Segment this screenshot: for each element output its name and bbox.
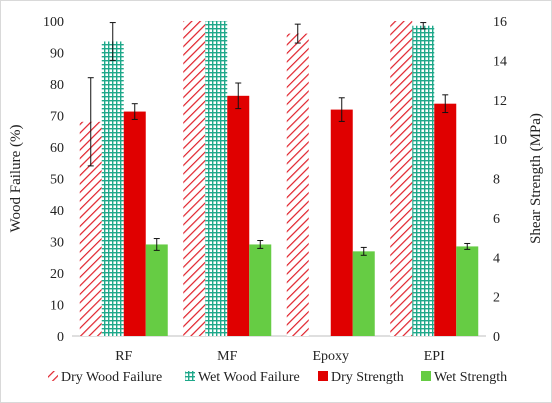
error-bar bbox=[338, 97, 345, 122]
y-left-tick-label: 20 bbox=[50, 267, 64, 282]
y-left-tick-label: 40 bbox=[50, 204, 64, 219]
legend-swatch bbox=[318, 371, 328, 381]
y-right-tick-label: 8 bbox=[493, 173, 500, 188]
error-bar bbox=[294, 23, 301, 44]
y-left-tick-label: 30 bbox=[50, 236, 64, 251]
bar-dry-wood-failure-epoxy bbox=[286, 33, 309, 336]
y-right-tick-label: 2 bbox=[493, 291, 500, 306]
y-right-tick-label: 12 bbox=[493, 94, 507, 109]
y-left-tick-label: 90 bbox=[50, 47, 64, 62]
x-category-label: RF bbox=[115, 349, 132, 364]
bar-wet-wood-failure-rf bbox=[101, 41, 124, 336]
legend-item-dry-strength: Dry Strength bbox=[318, 370, 404, 385]
legend-swatch bbox=[48, 371, 58, 381]
legend-label: Wet Strength bbox=[434, 370, 507, 385]
legend-item-dry-wood-failure: Dry Wood Failure bbox=[48, 370, 162, 385]
legend-label: Dry Wood Failure bbox=[61, 370, 162, 385]
error-bars bbox=[87, 22, 471, 256]
x-category-label: Epoxy bbox=[312, 349, 349, 364]
error-bar bbox=[153, 238, 160, 251]
error-bar bbox=[131, 103, 138, 120]
error-bar bbox=[235, 82, 242, 110]
bar-wet-strength-rf bbox=[145, 244, 168, 336]
y-right-tick-label: 6 bbox=[493, 212, 500, 227]
bar-wet-strength-mf bbox=[249, 244, 272, 336]
error-bar bbox=[87, 77, 94, 167]
legend-item-wet-wood-failure: Wet Wood Failure bbox=[185, 370, 300, 385]
bar-dry-strength-rf bbox=[123, 111, 146, 336]
y-axis-right-title: Shear Strength (MPa) bbox=[528, 113, 544, 244]
y-left-tick-label: 60 bbox=[50, 141, 64, 156]
bar-wet-strength-epoxy bbox=[352, 251, 375, 336]
legend-swatch bbox=[185, 371, 195, 381]
y-left-tick-label: 10 bbox=[50, 299, 64, 314]
bar-dry-strength-epi bbox=[434, 103, 457, 336]
bar-dry-wood-failure-rf bbox=[79, 121, 102, 336]
bars bbox=[79, 21, 479, 336]
y-right-tick-label: 10 bbox=[493, 133, 507, 148]
bar-dry-strength-mf bbox=[227, 95, 250, 336]
legend: Dry Wood Failure Wet Wood Failure Dry Stre… bbox=[48, 370, 507, 385]
tick-labels: 0 10 20 30 40 50 60 70 80 90 100 0 2 4 6 8 10 12 14 16 RF MF E… bbox=[43, 15, 507, 364]
y-left-tick-label: 100 bbox=[43, 15, 64, 30]
legend-label: Dry Strength bbox=[331, 370, 404, 385]
bar-dry-wood-failure-epi bbox=[390, 21, 413, 336]
bar-dry-strength-epoxy bbox=[330, 109, 353, 336]
y-left-tick-label: 50 bbox=[50, 173, 64, 188]
y-axis-left-title: Wood Failure (%) bbox=[8, 125, 24, 233]
y-left-tick-label: 0 bbox=[57, 330, 64, 345]
error-bar bbox=[464, 242, 471, 250]
error-bar bbox=[442, 94, 449, 114]
bar-dry-wood-failure-mf bbox=[183, 21, 206, 336]
bar-wet-wood-failure-epi bbox=[412, 25, 435, 336]
x-category-label: EPI bbox=[424, 349, 445, 364]
legend-item-wet-strength: Wet Strength bbox=[421, 370, 507, 385]
y-right-tick-label: 14 bbox=[493, 54, 507, 69]
y-right-tick-label: 16 bbox=[493, 15, 507, 30]
error-bar bbox=[257, 240, 264, 249]
legend-swatch bbox=[421, 371, 431, 381]
y-left-tick-label: 70 bbox=[50, 110, 64, 125]
error-bar bbox=[109, 22, 116, 61]
legend-label: Wet Wood Failure bbox=[198, 370, 300, 385]
bar-wet-strength-epi bbox=[456, 246, 479, 336]
bar-wet-wood-failure-mf bbox=[205, 21, 228, 336]
x-category-label: MF bbox=[217, 349, 237, 364]
error-bar bbox=[360, 246, 367, 256]
error-bar bbox=[420, 22, 427, 30]
y-right-tick-label: 4 bbox=[493, 251, 500, 266]
y-right-tick-label: 0 bbox=[493, 330, 500, 345]
y-left-tick-label: 80 bbox=[50, 78, 64, 93]
